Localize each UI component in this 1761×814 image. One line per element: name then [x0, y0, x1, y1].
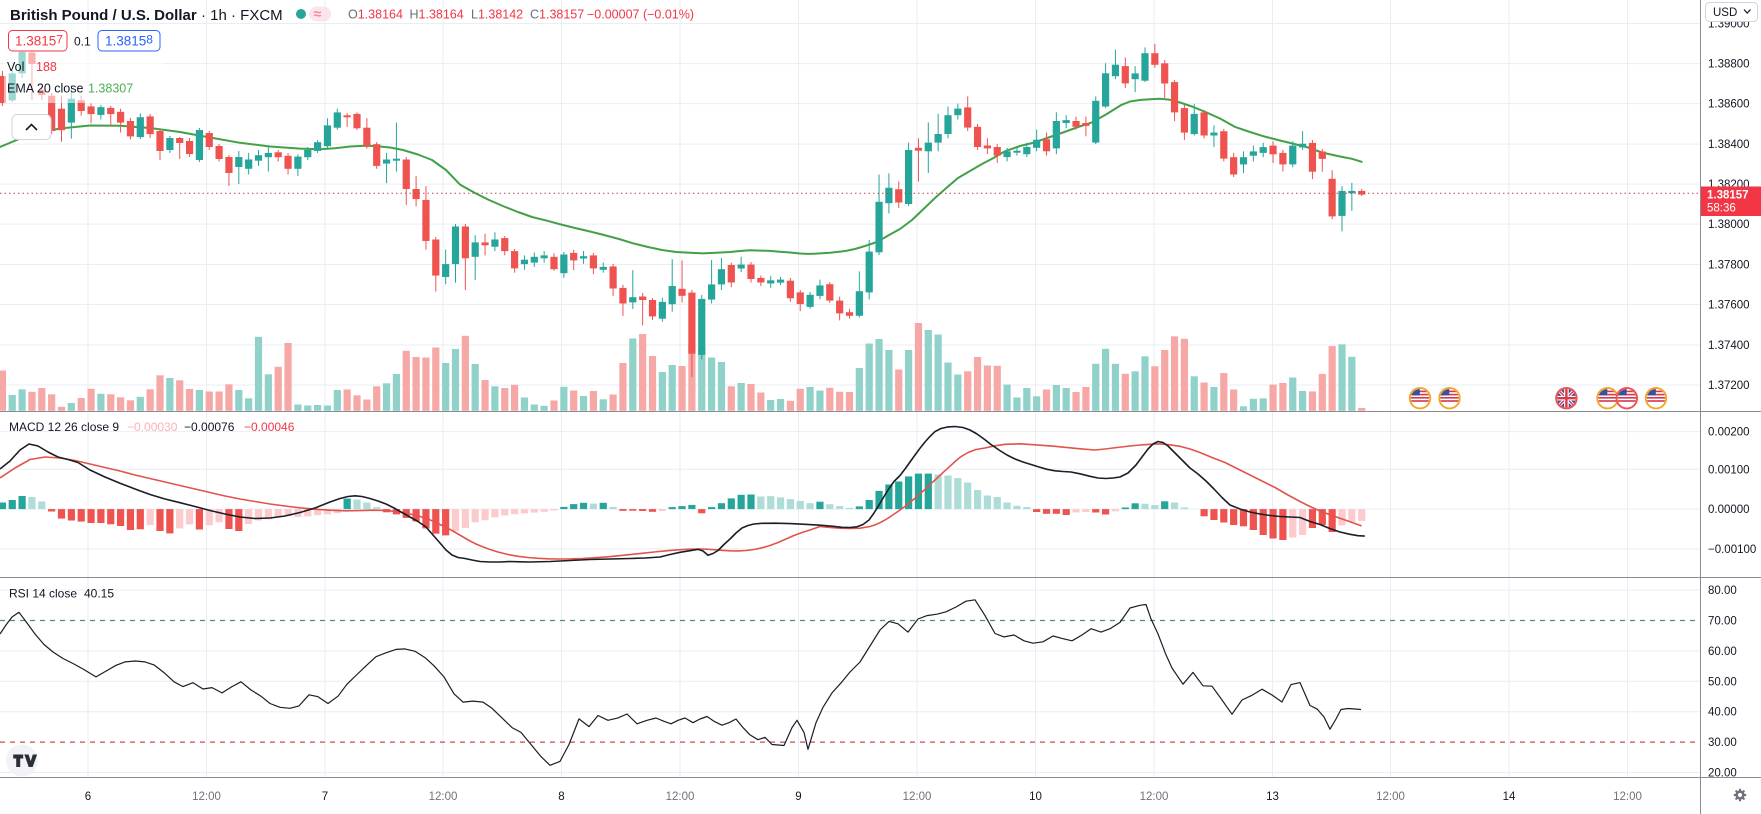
svg-text:1.38400: 1.38400 [1708, 139, 1750, 151]
svg-text:50.00: 50.00 [1708, 676, 1737, 688]
svg-text:40.00: 40.00 [1708, 707, 1737, 719]
svg-text:13: 13 [1266, 791, 1279, 803]
svg-text:70.00: 70.00 [1708, 616, 1737, 628]
svg-text:40.15: 40.15 [84, 587, 114, 601]
svg-text:1.38800: 1.38800 [1708, 59, 1750, 71]
svg-text:80.00: 80.00 [1708, 585, 1737, 597]
svg-text:12:00: 12:00 [666, 791, 695, 803]
svg-text:1.38157: 1.38157 [1707, 190, 1749, 202]
svg-text:9: 9 [795, 791, 801, 803]
svg-text:0.1: 0.1 [74, 35, 91, 49]
svg-text:8: 8 [558, 791, 564, 803]
svg-text:MACD 12 26 close 9: MACD 12 26 close 9 [9, 420, 119, 434]
svg-text:12:00: 12:00 [1140, 791, 1169, 803]
svg-text:≈: ≈ [314, 6, 322, 22]
svg-text:188: 188 [36, 60, 57, 74]
svg-text:1.37600: 1.37600 [1708, 300, 1750, 312]
svg-text:−0.00046: −0.00046 [244, 420, 295, 434]
svg-text:0.00000: 0.00000 [1708, 504, 1750, 516]
svg-text:12:00: 12:00 [1376, 791, 1405, 803]
svg-text:60.00: 60.00 [1708, 646, 1737, 658]
svg-text:RSI 14 close: RSI 14 close [9, 587, 77, 601]
svg-text:30.00: 30.00 [1708, 737, 1737, 749]
svg-text:1.37800: 1.37800 [1708, 260, 1750, 272]
svg-text:1.37200: 1.37200 [1708, 380, 1750, 392]
svg-text:Vol: Vol [7, 60, 24, 74]
svg-text:7: 7 [322, 791, 328, 803]
svg-text:12:00: 12:00 [1613, 791, 1642, 803]
svg-text:· 1h · FXCM: · 1h · FXCM [201, 7, 283, 24]
svg-text:20.00: 20.00 [1708, 768, 1737, 780]
svg-text:12:00: 12:00 [903, 791, 932, 803]
svg-text:1.38158: 1.38158 [105, 33, 153, 49]
svg-text:12:00: 12:00 [192, 791, 221, 803]
svg-text:0.00100: 0.00100 [1708, 464, 1750, 476]
svg-text:0.00200: 0.00200 [1708, 427, 1750, 439]
svg-text:10: 10 [1029, 791, 1042, 803]
svg-text:−0.00030: −0.00030 [127, 420, 178, 434]
svg-text:58:36: 58:36 [1707, 203, 1736, 215]
svg-text:14: 14 [1503, 791, 1516, 803]
svg-text:1.38307: 1.38307 [88, 82, 133, 96]
svg-text:12:00: 12:00 [429, 791, 458, 803]
svg-text:−0.00076: −0.00076 [184, 420, 235, 434]
svg-text:1.38157: 1.38157 [15, 33, 63, 49]
svg-text:6: 6 [85, 791, 91, 803]
svg-text:USD: USD [1713, 7, 1737, 19]
svg-text:−0.00100: −0.00100 [1708, 544, 1756, 556]
svg-text:1.38600: 1.38600 [1708, 99, 1750, 111]
svg-text:British Pound / U.S. Dollar: British Pound / U.S. Dollar [10, 7, 197, 24]
svg-text:1.38000: 1.38000 [1708, 219, 1750, 231]
svg-text:1.37400: 1.37400 [1708, 340, 1750, 352]
svg-text:EMA 20 close: EMA 20 close [7, 82, 83, 96]
